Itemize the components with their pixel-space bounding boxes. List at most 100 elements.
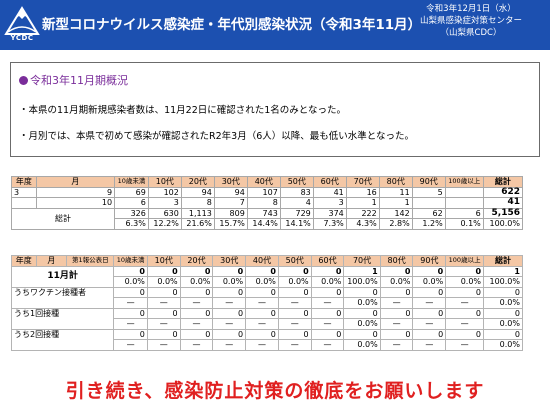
twice-vaccinated-row: うち2回接種 0 0 0 0 0 0 0 0 0 0 0 0 xyxy=(10,328,523,351)
table-cell: 12.2% xyxy=(147,218,182,230)
header-org-abbr: （山梨県CDC） xyxy=(440,28,502,38)
table-cell: 3 xyxy=(11,186,37,198)
table-cell: — xyxy=(445,339,485,351)
month-total-row: 11月計 0 0 0 0 0 0 0 1 0 0 0 1 xyxy=(10,265,523,288)
table-cell: — xyxy=(179,339,214,351)
table-cell: 630 xyxy=(147,207,182,219)
table-cell: 0 xyxy=(310,307,345,319)
table-cell: 14.4% xyxy=(246,218,281,230)
table-cell: 0 xyxy=(245,328,279,340)
table-cell: 0 xyxy=(146,286,181,298)
total-pct-row: 6.3% 12.2% 21.6% 15.7% 14.4% 14.1% 7.3% … xyxy=(12,218,524,230)
col-header: 60代 xyxy=(310,255,345,267)
table-cell: 6 xyxy=(114,197,149,209)
col-header: 10代 xyxy=(146,255,181,267)
table-cell: — xyxy=(379,297,414,309)
col-header: 80代 xyxy=(378,176,413,188)
summary-line-1: ・本県の11月期新規感染者数は、11月22日に確認された1名のみとなった。 xyxy=(19,105,347,116)
col-header: 10代 xyxy=(147,176,182,188)
table-cell: 0 xyxy=(310,328,345,340)
table-cell: 8 xyxy=(180,197,215,209)
table-cell: 0.0% xyxy=(483,339,523,351)
vaccinated-row: うちワクチン接種者 0 0 0 0 0 0 0 0 0 0 0 0 xyxy=(10,286,523,309)
table-cell: 0 xyxy=(483,328,523,340)
table-cell: 3 xyxy=(312,197,347,209)
table-cell: — xyxy=(412,318,447,330)
table-row: 3 9 69 102 94 94 107 83 41 16 11 5 622 xyxy=(11,186,524,198)
table-cell: — xyxy=(379,339,414,351)
table-cell xyxy=(411,197,446,209)
col-header: 80代 xyxy=(379,255,414,267)
once-vaccinated-label: うち1回接種 xyxy=(10,307,115,330)
table-cell: — xyxy=(412,339,447,351)
table-cell: 0 xyxy=(379,307,414,319)
table-cell: 0.1% xyxy=(444,218,484,230)
col-header: 90代 xyxy=(412,255,447,267)
total-row: 総計 326 630 1,113 809 743 729 374 222 142… xyxy=(10,207,524,230)
table-cell: — xyxy=(179,297,214,309)
table-cell: 0 xyxy=(146,307,181,319)
col-header: 年度 xyxy=(11,176,37,188)
ycdc-logo xyxy=(4,4,40,46)
header-org: 山梨県感染症対策センター xyxy=(419,16,522,26)
col-header: 100歳以上 xyxy=(445,255,485,267)
col-header: 90代 xyxy=(411,176,446,188)
col-header: 年度 xyxy=(11,255,37,267)
table-cell: 41 xyxy=(482,197,524,209)
table-cell: 9 xyxy=(35,186,116,198)
table-cell: — xyxy=(310,297,345,309)
month-total-label: 11月計 xyxy=(10,265,115,288)
table-cell: 0 xyxy=(310,265,345,277)
table-cell: 0 xyxy=(179,307,214,319)
table-cell: 0.0% xyxy=(343,297,381,309)
table-cell: 0.0% xyxy=(483,297,523,309)
table-cell: 0.0% xyxy=(445,276,485,288)
table-cell xyxy=(11,197,37,209)
table-cell xyxy=(444,197,484,209)
summary-line-2: ・月別では、本県で初めて感染が確認されたR2年3月（6人）以降、最も低い水準とな… xyxy=(19,131,414,142)
table-cell: 3 xyxy=(147,197,182,209)
table-cell: 100.0% xyxy=(482,218,524,230)
table-cell: — xyxy=(310,318,345,330)
col-header: 20代 xyxy=(180,176,215,188)
table-cell: 0 xyxy=(212,307,247,319)
table-cell: 0 xyxy=(445,328,485,340)
col-header: 40代 xyxy=(246,176,281,188)
table-cell: 1 xyxy=(378,197,413,209)
table-cell: — xyxy=(212,339,247,351)
table-cell: 62 xyxy=(411,207,446,219)
col-header: 50代 xyxy=(277,255,312,267)
table-cell: 0 xyxy=(212,265,247,277)
table-cell: 2.8% xyxy=(378,218,413,230)
table-cell: 107 xyxy=(246,186,281,198)
table-cell: 11 xyxy=(378,186,413,198)
bullet-dot-icon xyxy=(19,76,28,85)
col-header: 100歳以上 xyxy=(444,176,484,188)
table-cell: 94 xyxy=(213,186,248,198)
table-cell: — xyxy=(245,297,279,309)
table-cell: 83 xyxy=(279,186,314,198)
table-cell: 5,156 xyxy=(482,207,524,219)
col-header: 総計 xyxy=(483,255,523,267)
table-cell: 0 xyxy=(343,328,381,340)
footer-message: 引き続き、感染防止対策の徹底をお願いします xyxy=(65,380,485,402)
table-cell: — xyxy=(179,318,214,330)
table-cell: 0.0% xyxy=(310,276,345,288)
table-cell: 1,113 xyxy=(180,207,215,219)
table-cell: 374 xyxy=(312,207,347,219)
table-cell: — xyxy=(245,318,279,330)
once-vaccinated-pct-row: — — — — — — — 0.0% — — — 0.0% xyxy=(12,318,523,330)
table-cell: 0.0% xyxy=(277,276,312,288)
table-cell: 0 xyxy=(343,307,381,319)
table-cell: 809 xyxy=(213,207,248,219)
table-cell: — xyxy=(212,318,247,330)
table-cell: 16 xyxy=(345,186,380,198)
table-cell: 0 xyxy=(277,328,312,340)
table-cell: — xyxy=(310,339,345,351)
table-cell: — xyxy=(113,297,148,309)
table-cell: 0.0% xyxy=(146,276,181,288)
table-cell: 0.0% xyxy=(343,339,381,351)
table-cell: 0 xyxy=(483,286,523,298)
table-cell: — xyxy=(113,318,148,330)
table-cell: 729 xyxy=(279,207,314,219)
